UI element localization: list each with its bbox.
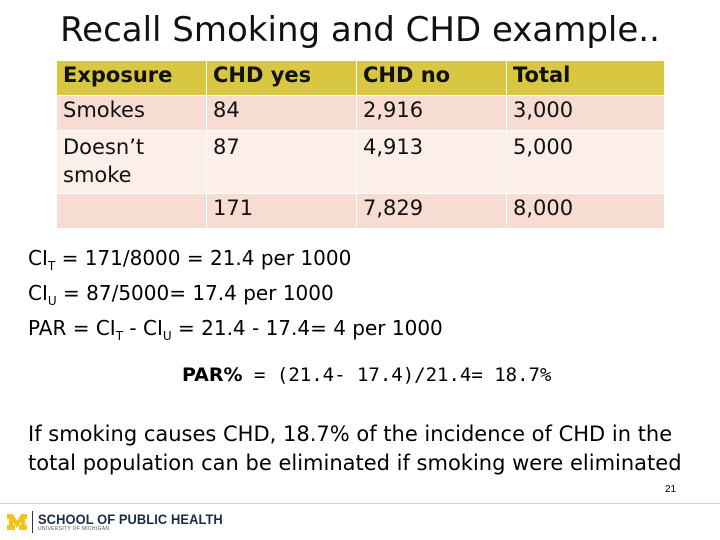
ci-unexposed-formula: CIU = 87/5000= 17.4 per 1000 [28, 281, 334, 308]
table-row: Doesn’t smoke 87 4,913 5,000 [56, 130, 665, 194]
logo-divider [32, 511, 33, 533]
cell-total-chd-no: 7,829 [356, 193, 507, 229]
table-header-row: Exposure CHD yes CHD no Total [56, 60, 665, 96]
header-chd-yes: CHD yes [206, 60, 357, 96]
row-label-total [56, 193, 207, 229]
slide-title: Recall Smoking and CHD example.. [60, 10, 660, 50]
row-label-smokes: Smokes [56, 95, 207, 131]
ci-total-formula: CIT = 171/8000 = 21.4 per 1000 [28, 246, 352, 273]
cell-grand-total: 8,000 [506, 193, 665, 229]
block-m-icon [6, 511, 28, 533]
footer-divider [0, 503, 720, 504]
school-logo: SCHOOL OF PUBLIC HEALTH UNIVERSITY OF MI… [6, 508, 239, 536]
header-total: Total [506, 60, 665, 96]
cell-nosmoke-chd-no: 4,913 [356, 130, 507, 194]
header-exposure: Exposure [56, 60, 207, 96]
formula-block: CIT = 171/8000 = 21.4 per 1000 CIU = 87/… [28, 245, 443, 350]
row-label-doesnt-smoke: Doesn’t smoke [56, 130, 207, 194]
cell-smokes-chd-yes: 84 [206, 95, 357, 131]
cell-smokes-chd-no: 2,916 [356, 95, 507, 131]
par-formula: PAR = CIT - CIU = 21.4 - 17.4= 4 per 100… [28, 316, 443, 343]
logo-school-name: SCHOOL OF PUBLIC HEALTH [38, 511, 223, 527]
cell-total-chd-yes: 171 [206, 193, 357, 229]
smoking-chd-table: Exposure CHD yes CHD no Total Smokes 84 … [56, 60, 665, 229]
table-row: Smokes 84 2,916 3,000 [56, 95, 665, 131]
header-chd-no: CHD no [356, 60, 507, 96]
logo-university-name: UNIVERSITY OF MICHIGAN [38, 526, 110, 532]
par-percent-formula: PAR% = (21.4- 17.4)/21.4= 18.7% [182, 364, 552, 386]
cell-nosmoke-chd-yes: 87 [206, 130, 357, 194]
page-number: 21 [665, 484, 677, 495]
table-row: 171 7,829 8,000 [56, 193, 665, 229]
logo-text: SCHOOL OF PUBLIC HEALTH UNIVERSITY OF MI… [38, 512, 239, 532]
cell-smokes-total: 3,000 [506, 95, 665, 131]
conclusion-text: If smoking causes CHD, 18.7% of the inci… [28, 422, 682, 475]
cell-nosmoke-total: 5,000 [506, 130, 665, 194]
